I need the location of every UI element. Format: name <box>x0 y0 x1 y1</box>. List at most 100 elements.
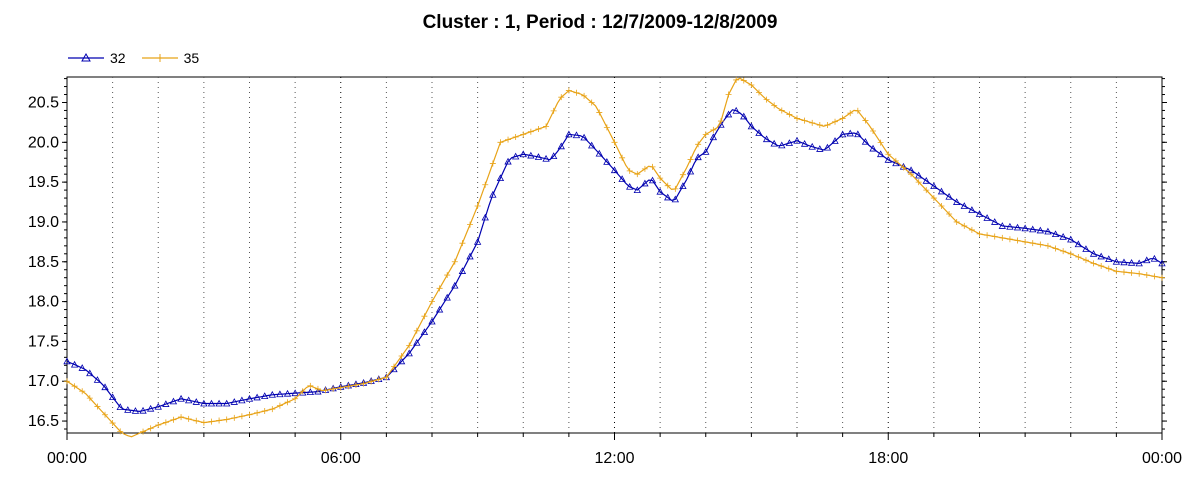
data-point <box>208 418 215 425</box>
data-point <box>79 388 86 395</box>
data-point <box>861 137 870 145</box>
data-point <box>93 376 102 383</box>
data-point <box>1159 274 1165 281</box>
data-point <box>557 142 565 150</box>
data-point <box>1151 273 1158 280</box>
legend-item-32[interactable]: 32 <box>68 50 126 66</box>
series-32 <box>63 106 1166 414</box>
data-point <box>184 396 193 404</box>
data-point <box>86 395 93 402</box>
data-point <box>679 171 686 178</box>
data-point <box>809 119 816 126</box>
data-point <box>352 381 359 388</box>
data-point <box>238 396 246 404</box>
data-point <box>847 110 854 117</box>
data-point <box>786 111 793 118</box>
data-point <box>131 407 140 414</box>
data-point <box>656 187 664 195</box>
data-point <box>876 150 885 158</box>
data-point <box>223 416 230 423</box>
data-point <box>1105 255 1113 263</box>
data-point <box>709 133 718 141</box>
x-axis-labels: 00:00 06:00 12:00 18:00 00:00 <box>47 450 1182 467</box>
data-point <box>1090 260 1097 267</box>
data-point <box>679 182 687 190</box>
data-point <box>946 210 953 217</box>
data-point <box>162 419 169 426</box>
data-point <box>117 428 124 435</box>
data-point <box>960 202 968 209</box>
data-point <box>953 198 961 205</box>
data-point <box>276 390 284 398</box>
plot-area <box>66 76 1163 434</box>
data-point <box>261 392 269 399</box>
data-point <box>1150 254 1159 262</box>
data-point <box>588 141 596 149</box>
data-point <box>885 151 892 158</box>
data-point <box>657 175 664 182</box>
data-point <box>710 126 717 133</box>
data-point <box>572 131 581 139</box>
legend-item-35[interactable]: 35 <box>141 50 199 66</box>
x-tick-label: 12:00 <box>594 450 634 467</box>
data-point <box>892 159 900 167</box>
y-tick-label: 16.5 <box>28 413 59 430</box>
data-point <box>968 226 975 233</box>
y-tick-label: 19.5 <box>28 174 59 191</box>
data-point <box>558 94 565 101</box>
data-point <box>694 153 702 161</box>
data-point <box>245 394 254 402</box>
y-axis: 16.5 17.0 17.5 18.0 18.5 19.0 19.5 20.0 20.5 <box>28 78 1167 430</box>
y-tick-label: 18.0 <box>28 294 59 311</box>
data-point <box>998 222 1006 229</box>
data-point <box>102 411 109 418</box>
data-point <box>1128 269 1135 276</box>
data-point <box>793 136 801 144</box>
data-point <box>1029 225 1037 233</box>
data-point <box>762 135 771 143</box>
data-point <box>1022 238 1029 245</box>
data-point <box>626 167 633 174</box>
data-point <box>519 150 527 158</box>
data-point <box>504 157 512 165</box>
data-point <box>421 313 428 320</box>
data-point <box>953 218 960 225</box>
data-point <box>291 389 299 397</box>
data-point <box>1113 268 1120 275</box>
data-point <box>444 272 451 279</box>
data-point <box>1112 257 1121 265</box>
data-point <box>870 128 877 135</box>
data-point <box>770 139 778 147</box>
data-point <box>169 397 178 405</box>
data-point <box>230 398 238 405</box>
data-point <box>991 218 999 225</box>
data-point <box>306 388 315 396</box>
data-point <box>345 383 352 390</box>
data-point <box>231 414 238 421</box>
data-point <box>1052 245 1059 252</box>
data-point <box>595 149 603 157</box>
data-point <box>489 160 496 167</box>
data-point <box>914 171 923 179</box>
data-point <box>86 369 94 377</box>
data-point <box>527 151 535 159</box>
data-point <box>549 152 558 160</box>
data-point <box>740 112 748 120</box>
data-point <box>1105 265 1112 272</box>
data-point <box>63 357 71 365</box>
data-point <box>496 174 505 182</box>
data-point <box>200 419 207 426</box>
x-tick-label: 00:00 <box>1142 450 1182 467</box>
data-point <box>177 394 185 402</box>
data-point <box>216 417 223 424</box>
data-point <box>284 399 291 406</box>
data-point <box>276 402 283 409</box>
data-point <box>664 182 671 189</box>
data-point <box>717 118 724 125</box>
data-point <box>884 155 892 163</box>
data-point <box>1082 245 1090 252</box>
data-point <box>839 115 846 122</box>
data-point <box>1075 253 1082 260</box>
data-point <box>511 152 520 160</box>
